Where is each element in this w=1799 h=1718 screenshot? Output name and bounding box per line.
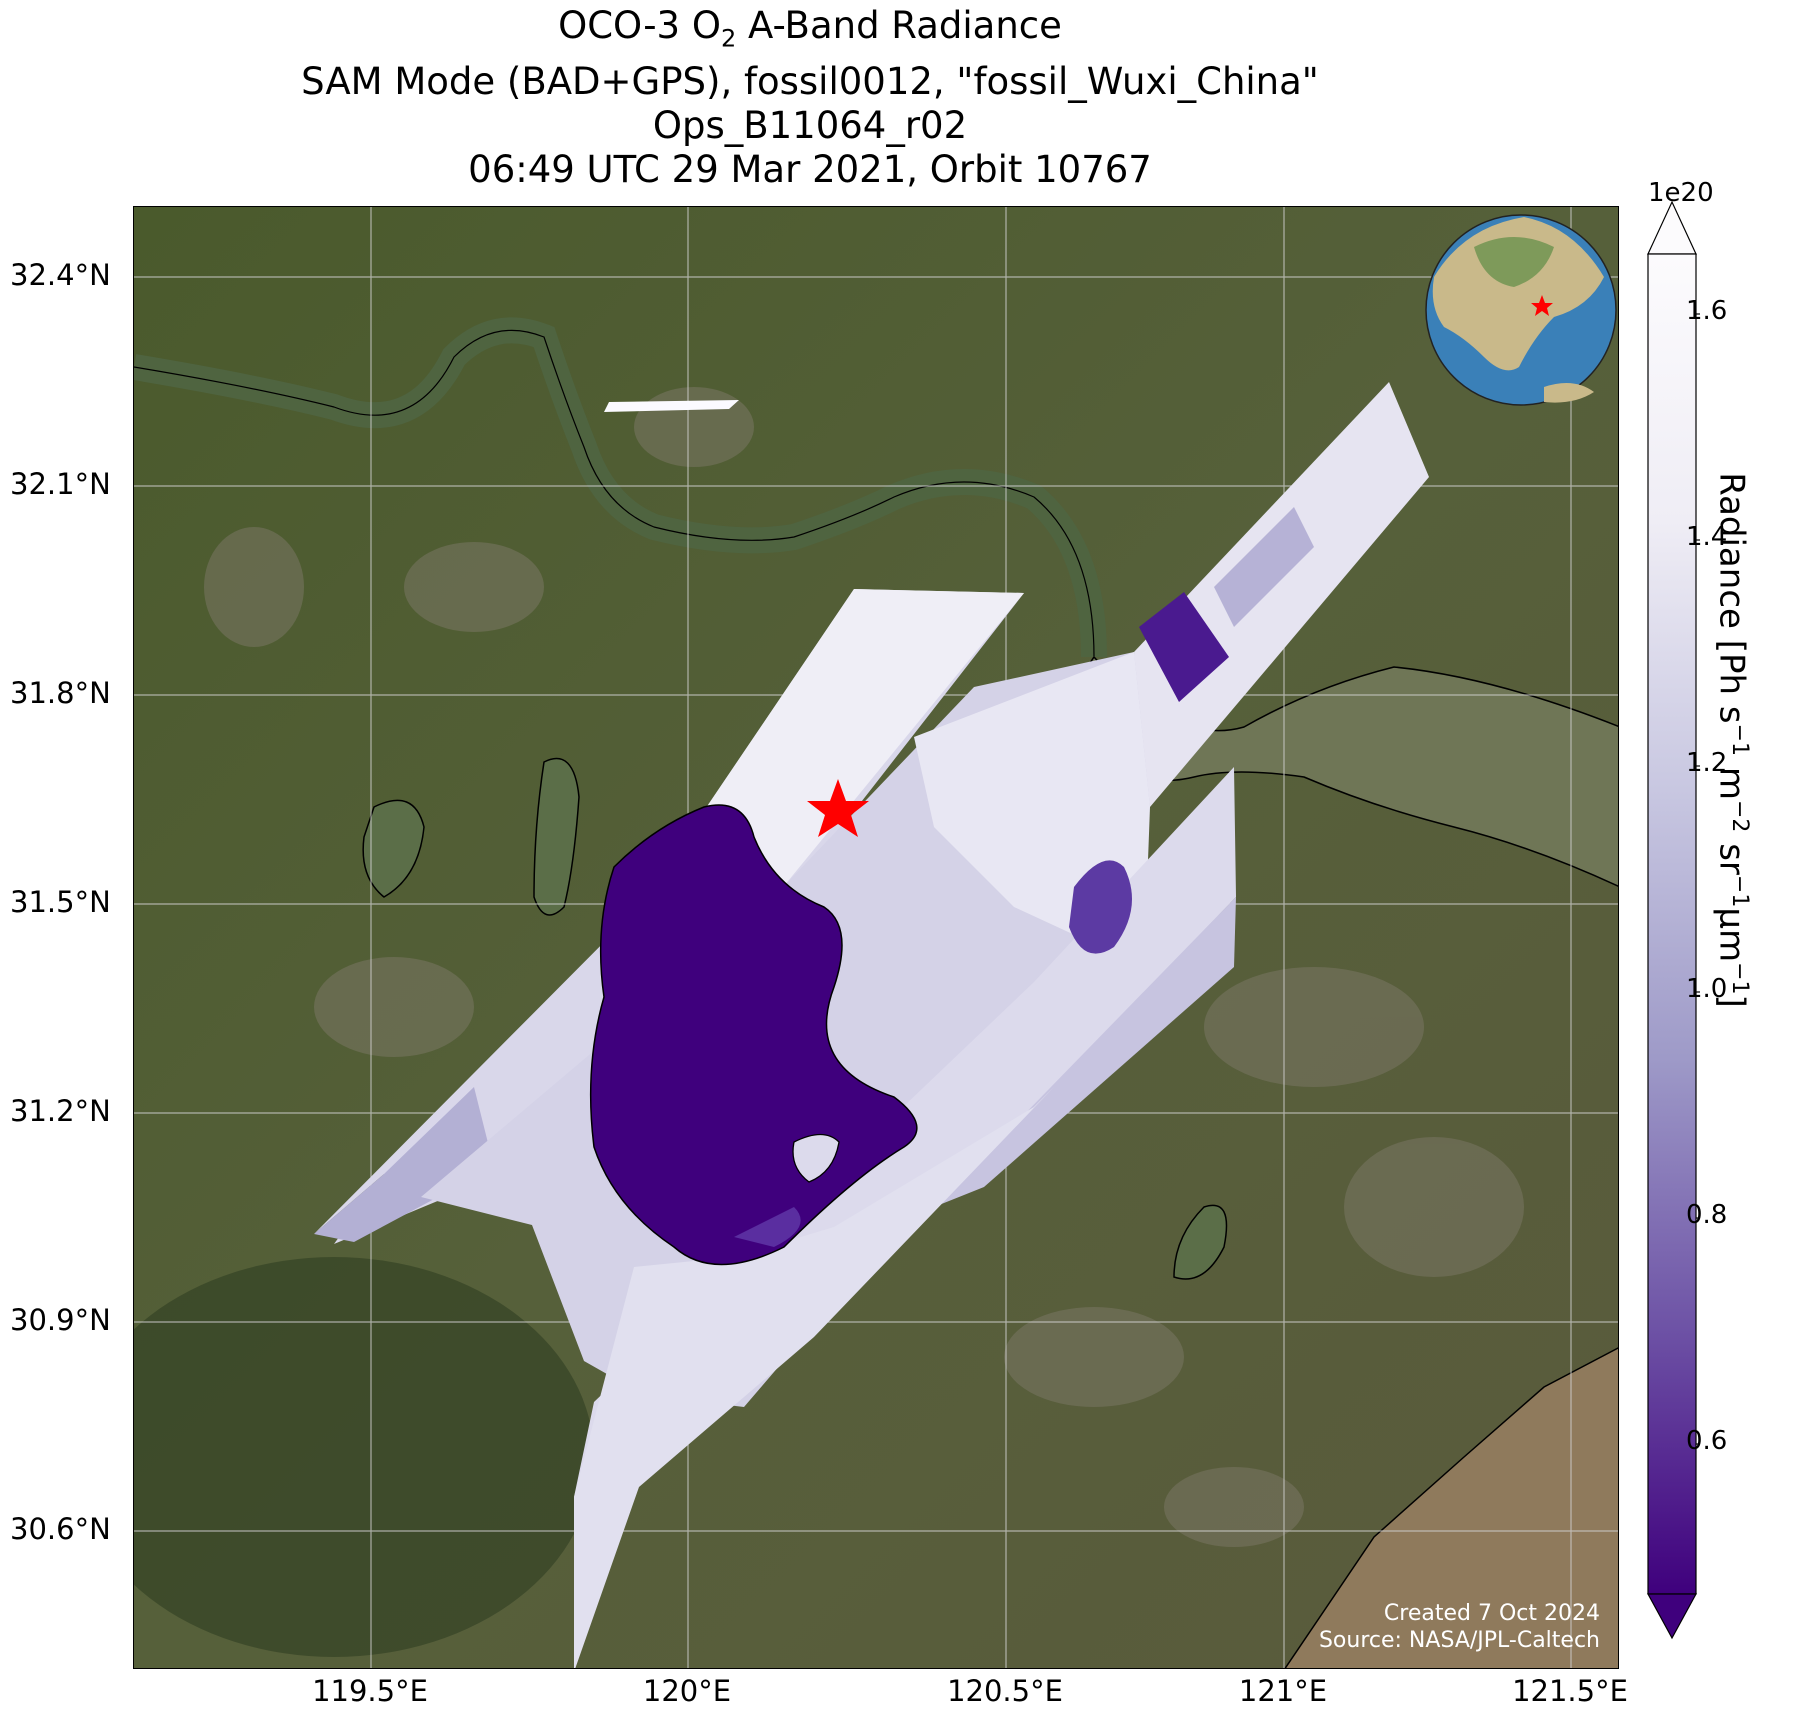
title-line-3: Ops_B11064_r02	[652, 104, 968, 148]
lat-tick-label: 31.5°N	[10, 885, 111, 919]
lat-tick-label: 30.6°N	[10, 1512, 111, 1546]
colorbar-tick-label: 1.6	[1686, 296, 1728, 326]
colorbar-exponent: 1e20	[1648, 178, 1714, 208]
map-panel[interactable]: Created 7 Oct 2024 Source: NASA/JPL-Calt…	[133, 206, 1619, 1669]
globe-star-icon	[1531, 295, 1553, 316]
target-star-icon	[807, 779, 869, 837]
swath-north-east-purple	[1214, 507, 1314, 627]
plot-title: OCO-3 O2 A-Band Radiance SAM Mode (BAD+G…	[100, 4, 1520, 192]
swath-south	[574, 1087, 1054, 1668]
colorbar-gradient	[1647, 253, 1697, 1595]
colorbar-top-arrow	[1647, 200, 1697, 255]
hill-terrain	[134, 1257, 594, 1657]
lon-tick-label: 120°E	[642, 1674, 732, 1708]
changdang-lake	[362, 799, 425, 898]
gehu-lake	[533, 757, 580, 916]
title-line-2: SAM Mode (BAD+GPS), fossil0012, "fossil_…	[301, 60, 1319, 104]
lat-tick-label: 32.1°N	[10, 467, 111, 501]
credit-line-1: Created 7 Oct 2024	[1383, 1601, 1600, 1626]
colorbar: 1e20 1.6 1.4 1.2 1.0 0.8 0.6 Radian	[1640, 178, 1799, 1680]
globe-landmass-australia	[1544, 383, 1594, 403]
lat-tick-label: 31.8°N	[10, 676, 111, 710]
lat-tick-label: 32.4°N	[10, 258, 111, 292]
globe-landmass-green	[1474, 237, 1554, 287]
yangcheng-lake	[1069, 860, 1132, 954]
colorbar-tick-label: 0.6	[1686, 1426, 1728, 1456]
taihu-coastline	[589, 804, 918, 1266]
credit-text: Created 7 Oct 2024 Source: NASA/JPL-Calt…	[1319, 1600, 1600, 1654]
map-canvas[interactable]	[134, 207, 1619, 1669]
inset-globe	[1425, 214, 1617, 406]
colorbar-tick-label: 1.2	[1686, 748, 1728, 778]
globe-landmass-asia	[1432, 217, 1604, 371]
colorbar-bottom-arrow	[1646, 1593, 1698, 1640]
lon-tick-label: 120.5°E	[947, 1674, 1063, 1708]
colorbar-ticks	[1696, 313, 1700, 1445]
credit-line-2: Source: NASA/JPL-Caltech	[1318, 1628, 1600, 1653]
lon-tick-label: 121°E	[1238, 1674, 1328, 1708]
title-line-4: 06:49 UTC 29 Mar 2021, Orbit 10767	[468, 148, 1152, 192]
swath-river-dark	[1139, 592, 1229, 702]
yangtze-coastline	[134, 329, 1095, 658]
colorbar-label: Radiance [Ph s−1 m−2 sr−1μm−1]	[1711, 472, 1752, 1008]
sea-area	[1284, 1347, 1618, 1668]
lat-tick-label: 31.2°N	[10, 1094, 111, 1128]
swath-strip-top	[604, 400, 739, 412]
taihu-island	[792, 1133, 840, 1183]
lon-tick-label: 121.5°E	[1512, 1674, 1628, 1708]
lat-tick-label: 30.9°N	[10, 1303, 111, 1337]
colorbar-tick-label: 0.8	[1686, 1200, 1728, 1230]
dianshan-lake	[1173, 1204, 1228, 1280]
taihu-lake-edge	[734, 1207, 801, 1247]
lon-tick-label: 119.5°E	[312, 1674, 428, 1708]
colorbar-tick-label: 1.0	[1686, 974, 1728, 1004]
title-line-1: OCO-3 O2 A-Band Radiance	[558, 4, 1062, 53]
colorbar-svg	[1646, 200, 1700, 1640]
swath-north-west-purple	[314, 1087, 494, 1242]
swath-north-east	[1134, 382, 1429, 807]
radiance-swaths	[314, 382, 1429, 1668]
colorbar-tick-label: 1.4	[1686, 522, 1728, 552]
